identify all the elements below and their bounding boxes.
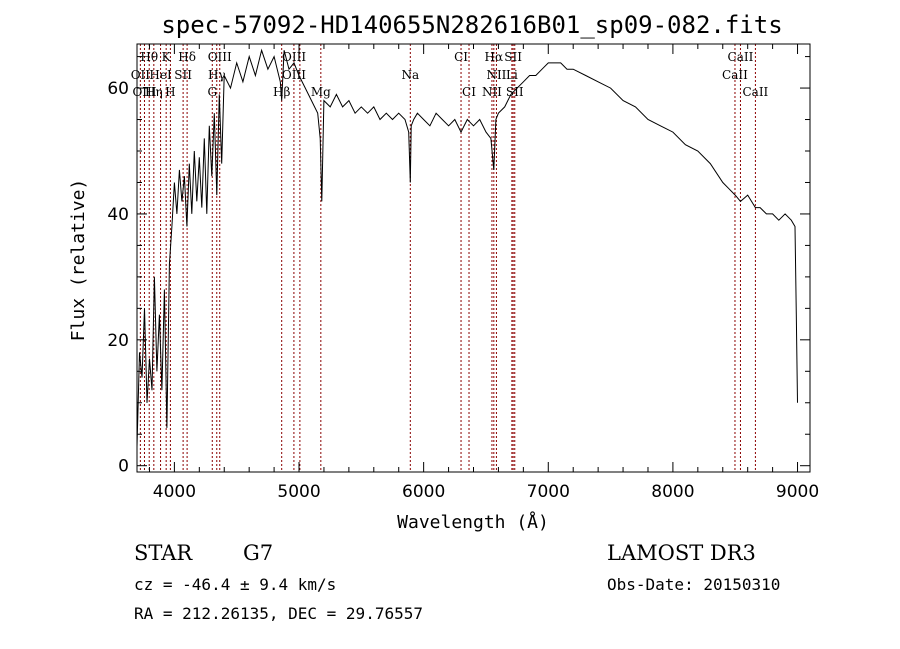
spectrum-line — [136, 48, 798, 447]
line-label-17: CaII — [722, 68, 748, 82]
coordinates: RA = 212.26135, DEC = 29.76557 — [134, 604, 423, 623]
line-label-6: Hα — [485, 50, 504, 64]
spectral-subclass: G7 — [243, 541, 273, 565]
line-label-4: OIII — [282, 50, 306, 64]
y-axis-label: Flux (relative) — [68, 179, 89, 342]
line-markers — [139, 44, 756, 472]
plot-frame — [136, 43, 811, 473]
x-tick-label-4: 8000 — [651, 482, 694, 502]
y-tick-label-3: 60 — [107, 79, 129, 99]
x-tick-label-3: 7000 — [527, 482, 570, 502]
x-tick-label-2: 6000 — [402, 482, 445, 502]
x-tick-label-1: 5000 — [277, 482, 320, 502]
observation-date: Obs-Date: 20150310 — [607, 575, 780, 594]
x-tick-label-5: 9000 — [776, 482, 819, 502]
redshift-velocity: cz = -46.4 ± 9.4 km/s — [134, 575, 336, 594]
x-axis-ticks: 4000 5000 6000 7000 8000 9000 — [148, 44, 819, 502]
x-axis-label: Wavelength (Å) — [397, 511, 549, 533]
line-label-21: G — [207, 85, 217, 99]
line-label-20: H — [165, 85, 175, 99]
line-label-0: Hθ — [140, 50, 158, 64]
line-label-12: Hγ — [208, 68, 226, 82]
line-label-26: SII — [506, 85, 524, 99]
line-label-14: Na — [401, 68, 419, 82]
line-label-8: CaII — [728, 50, 754, 64]
y-tick-label-0: 0 — [118, 457, 129, 477]
y-tick-label-1: 20 — [107, 331, 129, 351]
line-label-9: OII — [131, 68, 151, 82]
line-label-2: Hδ — [178, 50, 196, 64]
line-label-10: HeI — [149, 68, 172, 82]
y-tick-label-2: 40 — [107, 205, 129, 225]
line-label-23: Mg — [311, 85, 331, 99]
line-label-24: CI — [462, 85, 476, 99]
x-tick-label-0: 4000 — [153, 482, 196, 502]
line-label-11: SII — [174, 68, 192, 82]
chart-title: spec-57092-HD140655N282616B01_sp09-082.f… — [161, 11, 782, 39]
line-label-25: NII — [482, 85, 502, 99]
y-axis-ticks: 0 20 40 60 — [107, 56, 810, 477]
line-label-5: CI — [454, 50, 468, 64]
line-label-7: SII — [504, 50, 522, 64]
line-label-15: NII — [486, 68, 506, 82]
line-label-27: CaII — [742, 85, 768, 99]
line-label-13: OIII — [282, 68, 306, 82]
line-label-19: Hη — [145, 85, 163, 99]
line-label-1: K — [162, 50, 172, 64]
line-label-16: Li — [506, 68, 518, 82]
line-label-3: OIII — [208, 50, 232, 64]
survey-name: LAMOST DR3 — [607, 541, 756, 565]
object-class: STAR — [134, 541, 193, 565]
